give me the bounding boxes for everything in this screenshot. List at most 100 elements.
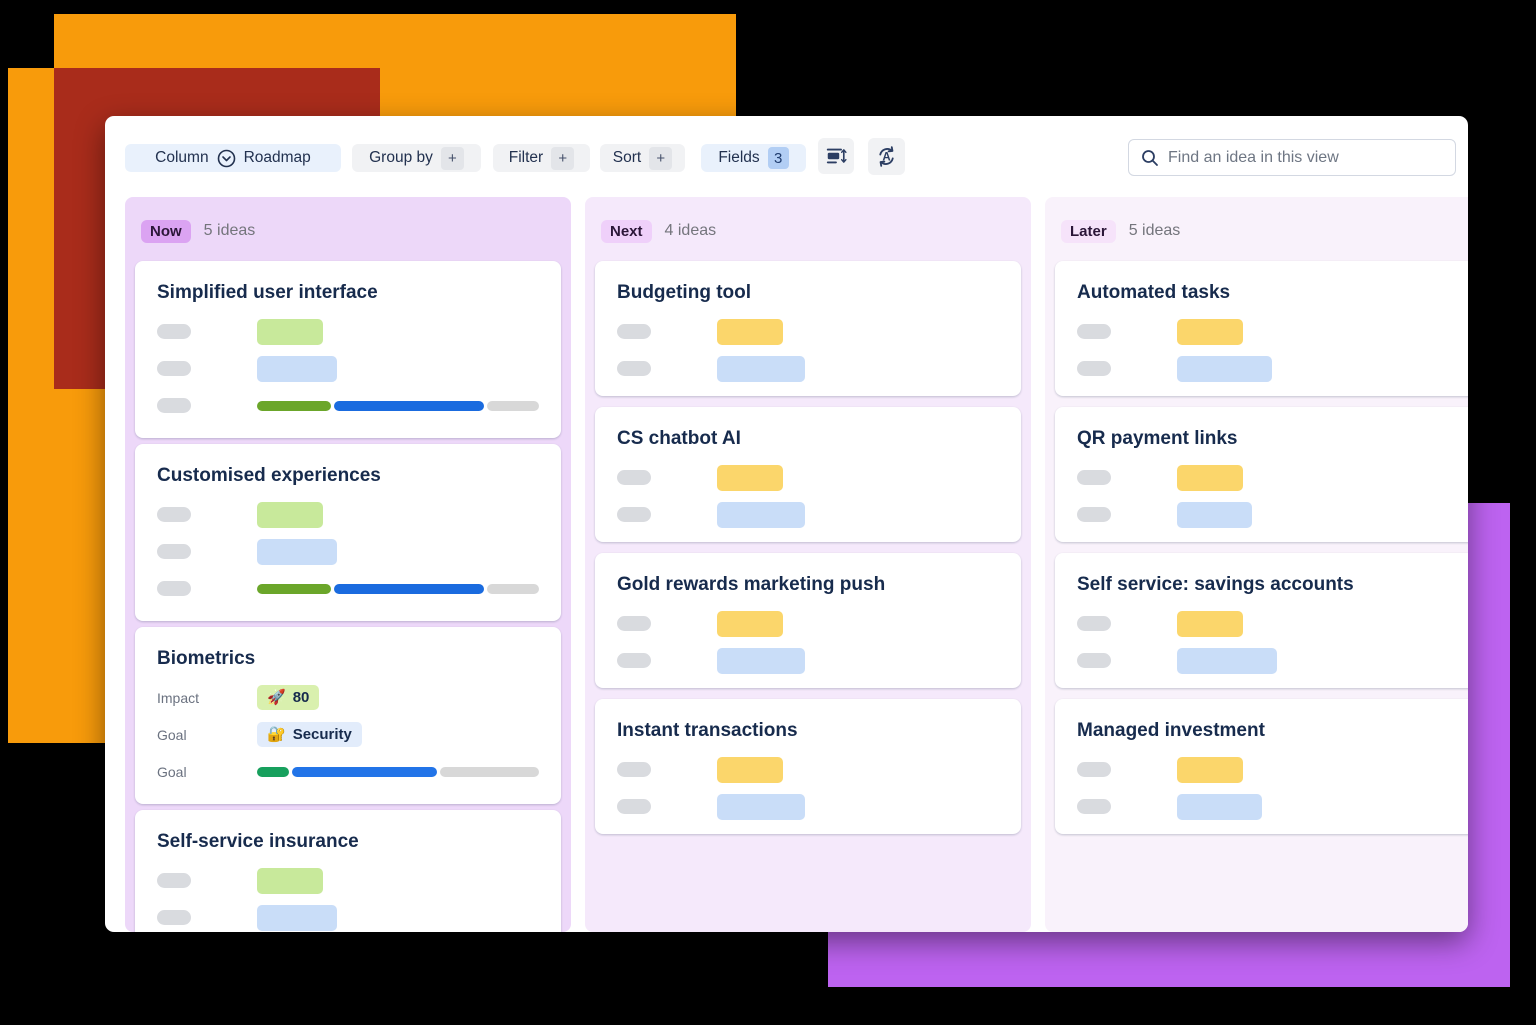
group-by-button[interactable]: Group by +	[352, 144, 481, 172]
idea-card-title: QR payment links	[1077, 428, 1238, 449]
field-row	[1077, 751, 1459, 788]
field-row	[617, 751, 999, 788]
idea-card[interactable]: Self-service insurance	[135, 810, 561, 932]
field-row	[157, 533, 539, 570]
idea-card[interactable]: Managed investment	[1055, 699, 1468, 834]
field-value-pill	[257, 318, 323, 345]
field-label-placeholder	[1077, 507, 1111, 522]
idea-card[interactable]: Customised experiences	[135, 444, 561, 621]
field-label-zone	[157, 361, 257, 376]
field-label-placeholder	[617, 507, 651, 522]
progress-segment	[257, 400, 331, 411]
idea-card-title: Customised experiences	[157, 465, 381, 486]
fields-button[interactable]: Fields 3	[701, 144, 806, 172]
idea-card[interactable]: CS chatbot AI	[595, 407, 1021, 542]
column-header: Now 5 ideas	[141, 219, 555, 243]
field-label-placeholder	[157, 507, 191, 522]
field-label-placeholder	[617, 762, 651, 777]
idea-card[interactable]: Instant transactions	[595, 699, 1021, 834]
field-row	[617, 459, 999, 496]
field-value-pill	[717, 318, 783, 345]
field-value-pill	[257, 355, 337, 382]
field-label-zone	[1077, 507, 1177, 522]
idea-card-fields	[157, 496, 539, 607]
field-label-zone	[617, 507, 717, 522]
filter-button[interactable]: Filter +	[493, 144, 590, 172]
field-label-placeholder	[1077, 361, 1111, 376]
roadmap-board: Now 5 ideas Simplified user interface Custo…	[105, 197, 1468, 932]
idea-card[interactable]: Gold rewards marketing push	[595, 553, 1021, 688]
field-row	[157, 899, 539, 932]
field-label-zone: Goal	[157, 727, 257, 743]
field-row	[617, 788, 999, 825]
field-label-zone	[157, 581, 257, 596]
idea-card[interactable]: Self service: savings accounts	[1055, 553, 1468, 688]
card-layout-button[interactable]	[818, 138, 854, 174]
field-label-zone	[1077, 361, 1177, 376]
field-badge-text: Security	[292, 726, 352, 743]
search-icon	[1141, 149, 1159, 167]
field-label-zone	[157, 398, 257, 413]
idea-card-fields: Impact 🚀 80 Goal 🔐 Security Goal	[157, 679, 539, 790]
column-header: Next 4 ideas	[601, 219, 1015, 243]
field-label-placeholder	[617, 653, 651, 668]
field-label-placeholder	[1077, 470, 1111, 485]
field-label-zone	[1077, 470, 1177, 485]
sort-alphabetical-button[interactable]: A	[868, 138, 905, 175]
idea-card-fields	[1077, 459, 1459, 533]
idea-card[interactable]: Budgeting tool	[595, 261, 1021, 396]
group-by-plus-icon: +	[440, 146, 464, 170]
column-selector-pill[interactable]: Column Roadmap	[125, 144, 341, 172]
idea-card-fields	[617, 605, 999, 679]
idea-card-title: Self-service insurance	[157, 831, 359, 852]
field-label-placeholder	[617, 324, 651, 339]
idea-card-fields	[1077, 313, 1459, 387]
progress-track	[487, 400, 539, 411]
idea-card-fields	[157, 313, 539, 424]
field-row: Goal 🔐 Security	[157, 716, 539, 753]
field-row	[157, 862, 539, 899]
rocket-icon: 🚀	[267, 689, 286, 706]
sort-button[interactable]: Sort +	[600, 144, 685, 172]
column-idea-count: 5 ideas	[1128, 222, 1181, 239]
field-label-placeholder	[157, 324, 191, 339]
fields-label: Fields	[718, 149, 760, 166]
filter-label: Filter	[508, 149, 544, 166]
column-header: Later 5 ideas	[1061, 219, 1468, 243]
fields-count-badge: 3	[767, 147, 789, 169]
field-label-zone	[1077, 653, 1177, 668]
field-row	[617, 496, 999, 533]
field-row	[157, 350, 539, 387]
field-value-pill	[1177, 793, 1262, 820]
search-input[interactable]	[1168, 148, 1443, 167]
board-column-later: Later 5 ideas Automated tasks QR payment li…	[1045, 197, 1468, 932]
field-label-zone	[1077, 799, 1177, 814]
field-label-placeholder	[617, 361, 651, 376]
board-column-next: Next 4 ideas Budgeting tool CS chatbot AI Go…	[585, 197, 1031, 932]
field-value-pill	[717, 355, 805, 382]
column-selector-label: Column	[155, 149, 209, 166]
field-label-placeholder	[157, 544, 191, 559]
field-label-zone	[157, 507, 257, 522]
idea-card-title: Managed investment	[1077, 720, 1265, 741]
progress-bar	[257, 766, 539, 777]
board-column-now: Now 5 ideas Simplified user interface Custo…	[125, 197, 571, 932]
idea-card-fields	[157, 862, 539, 932]
idea-card[interactable]: Biometrics Impact 🚀 80 Goal 🔐 Security Goal	[135, 627, 561, 804]
idea-card-fields	[617, 751, 999, 825]
field-label-zone	[1077, 616, 1177, 631]
field-value-pill	[257, 538, 337, 565]
field-row	[617, 350, 999, 387]
field-value-pill	[717, 464, 783, 491]
idea-card[interactable]: QR payment links	[1055, 407, 1468, 542]
idea-card[interactable]: Automated tasks	[1055, 261, 1468, 396]
search-field[interactable]	[1128, 139, 1456, 176]
idea-card-fields	[617, 459, 999, 533]
idea-card-fields	[1077, 751, 1459, 825]
field-value-pill	[257, 501, 323, 528]
field-label-zone	[617, 324, 717, 339]
field-label-zone	[157, 324, 257, 339]
idea-card[interactable]: Simplified user interface	[135, 261, 561, 438]
field-label-placeholder	[157, 910, 191, 925]
field-row	[1077, 313, 1459, 350]
